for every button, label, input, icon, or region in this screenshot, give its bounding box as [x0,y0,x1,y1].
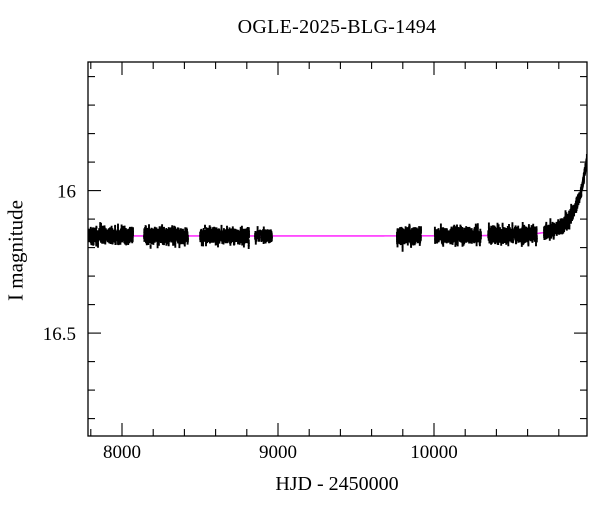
svg-text:16: 16 [57,182,76,203]
svg-text:8000: 8000 [103,442,141,463]
svg-text:9000: 9000 [259,442,297,463]
svg-text:16.5: 16.5 [43,324,76,345]
svg-text:10000: 10000 [410,442,458,463]
